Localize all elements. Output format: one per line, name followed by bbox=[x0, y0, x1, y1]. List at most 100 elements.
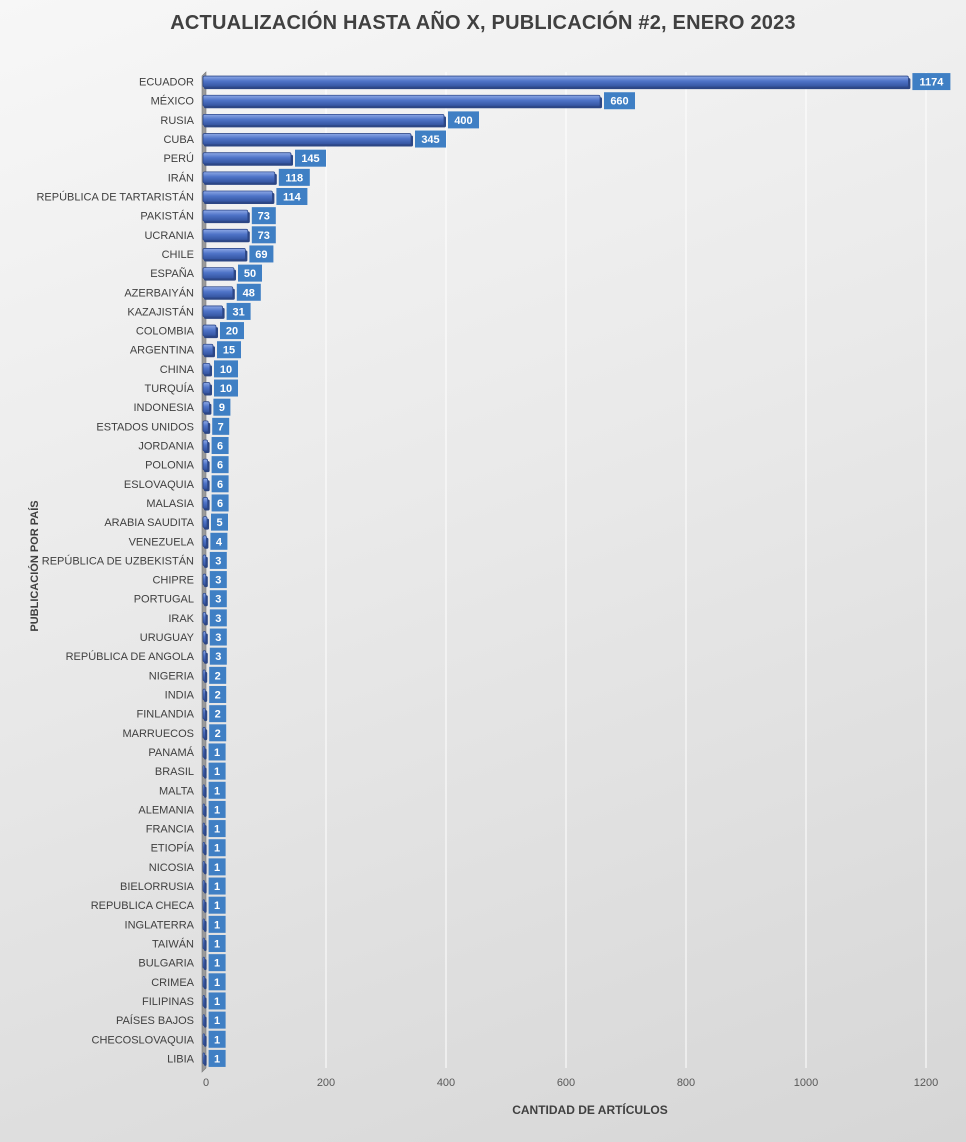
bar bbox=[202, 918, 205, 931]
x-tick-label: 400 bbox=[437, 1077, 455, 1089]
data-label-bg bbox=[249, 245, 274, 263]
category-label: INGLATERRA bbox=[125, 919, 195, 931]
bar bbox=[202, 324, 217, 337]
data-label-bg bbox=[208, 992, 226, 1010]
data-label-bg bbox=[208, 781, 226, 799]
data-label-bg bbox=[208, 762, 226, 780]
category-label: CUBA bbox=[163, 134, 194, 146]
x-tick-label: 1200 bbox=[914, 1077, 938, 1089]
bar bbox=[202, 535, 207, 548]
data-label-bg bbox=[211, 456, 229, 474]
data-label: 118 bbox=[285, 172, 303, 184]
category-label: MALTA bbox=[159, 785, 195, 797]
bar bbox=[202, 554, 207, 567]
y-axis-line bbox=[201, 71, 207, 1073]
bar bbox=[202, 497, 208, 509]
data-label-bg bbox=[276, 188, 308, 205]
data-label-bg bbox=[209, 609, 227, 627]
data-label: 15 bbox=[223, 345, 235, 357]
bar bbox=[202, 1052, 205, 1065]
category-label: IRAK bbox=[168, 613, 194, 625]
data-label-bg bbox=[209, 686, 227, 703]
data-label: 2 bbox=[215, 709, 221, 721]
data-label-bg bbox=[208, 820, 226, 838]
category-label: REPÚBLICA DE ANGOLA bbox=[66, 650, 195, 663]
bar bbox=[202, 611, 207, 624]
data-label: 3 bbox=[215, 651, 221, 663]
bar bbox=[202, 133, 412, 145]
category-label: ALEMANIA bbox=[138, 804, 194, 816]
bar bbox=[202, 765, 205, 778]
data-label-bg bbox=[278, 168, 310, 186]
category-label: ESLOVAQUIA bbox=[124, 479, 195, 491]
category-label: ESPAÑA bbox=[150, 267, 194, 280]
data-label: 1 bbox=[214, 996, 220, 1008]
data-label: 145 bbox=[301, 153, 319, 165]
x-tick-label: 800 bbox=[677, 1077, 695, 1089]
bar bbox=[202, 746, 205, 758]
x-tick-label: 200 bbox=[317, 1077, 335, 1089]
category-label: CHINA bbox=[160, 364, 195, 376]
data-label: 1 bbox=[214, 747, 220, 759]
bar bbox=[202, 592, 207, 605]
data-label-bg bbox=[211, 494, 229, 512]
data-label: 3 bbox=[215, 632, 221, 644]
category-label: MÉXICO bbox=[151, 95, 195, 108]
category-label: ESTADOS UNIDOS bbox=[96, 421, 194, 433]
bar bbox=[202, 477, 208, 490]
data-label-bg bbox=[208, 896, 226, 914]
data-label: 1 bbox=[214, 1034, 220, 1046]
data-label-bg bbox=[208, 800, 226, 818]
bar bbox=[202, 880, 205, 892]
data-label: 1 bbox=[214, 977, 220, 989]
bar bbox=[202, 975, 205, 988]
bar bbox=[202, 995, 205, 1007]
data-label: 660 bbox=[610, 96, 628, 108]
bar bbox=[202, 458, 208, 471]
data-label: 1 bbox=[214, 900, 220, 912]
category-label: INDONESIA bbox=[133, 402, 194, 414]
bar bbox=[202, 171, 276, 184]
data-label-bg bbox=[415, 130, 446, 148]
data-label-bg bbox=[208, 1030, 226, 1048]
bar bbox=[202, 650, 207, 663]
category-label: FINLANDIA bbox=[137, 709, 195, 721]
bar bbox=[202, 286, 234, 299]
category-label: ARGENTINA bbox=[130, 345, 195, 357]
data-label: 2 bbox=[215, 690, 221, 702]
data-label-bg bbox=[213, 398, 231, 416]
data-label: 9 bbox=[219, 402, 225, 414]
data-label: 400 bbox=[454, 115, 472, 127]
data-label: 1 bbox=[214, 958, 220, 970]
data-label-bg bbox=[217, 341, 241, 359]
category-label: PERÚ bbox=[163, 152, 194, 165]
category-label: REPÚBLICA DE TARTARISTÁN bbox=[36, 191, 194, 204]
bar bbox=[202, 343, 214, 356]
bar bbox=[202, 382, 211, 394]
data-label: 6 bbox=[217, 479, 223, 491]
data-label: 73 bbox=[258, 230, 270, 242]
data-label: 48 bbox=[243, 287, 255, 299]
category-label: PAKISTÁN bbox=[140, 210, 194, 223]
bar bbox=[202, 113, 445, 126]
data-label: 1 bbox=[214, 785, 220, 797]
data-label: 1 bbox=[214, 766, 220, 778]
category-label: PANAMÁ bbox=[148, 746, 194, 759]
bar bbox=[202, 707, 206, 720]
bar bbox=[202, 152, 292, 165]
data-label: 1 bbox=[214, 1053, 220, 1065]
data-label-bg bbox=[214, 360, 238, 378]
bar bbox=[202, 1033, 205, 1046]
data-label-bg bbox=[295, 149, 326, 167]
data-label-bg bbox=[209, 590, 227, 608]
bar bbox=[202, 841, 205, 854]
category-label: CHIPRE bbox=[152, 575, 194, 587]
data-label-bg bbox=[220, 322, 244, 340]
data-label-bg bbox=[208, 954, 226, 972]
category-label: NIGERIA bbox=[149, 670, 195, 682]
x-tick-label: 0 bbox=[203, 1077, 209, 1089]
bar bbox=[202, 899, 205, 912]
bar bbox=[202, 1014, 205, 1027]
category-label: KAZAJISTÁN bbox=[127, 305, 194, 318]
